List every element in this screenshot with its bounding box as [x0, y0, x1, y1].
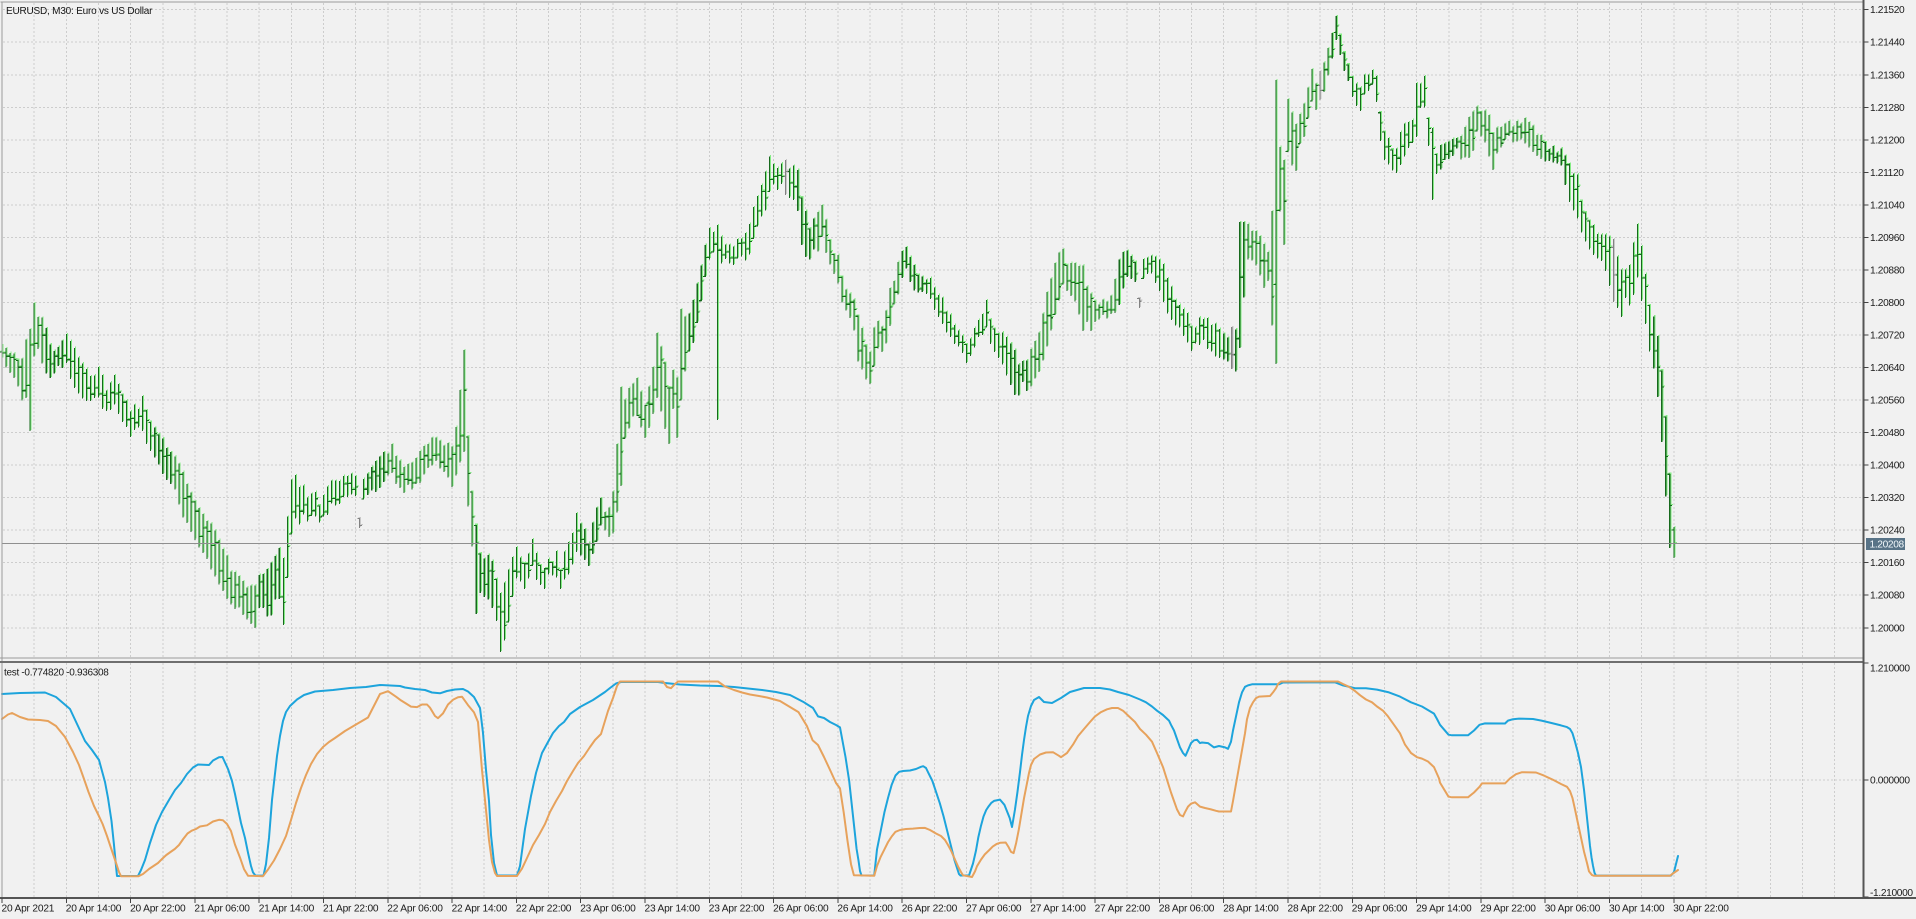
svg-text:27 Apr 14:00: 27 Apr 14:00: [1030, 904, 1086, 915]
svg-text:28 Apr 06:00: 28 Apr 06:00: [1159, 904, 1215, 915]
svg-text:1.20160: 1.20160: [1870, 558, 1905, 569]
svg-text:23 Apr 22:00: 23 Apr 22:00: [709, 904, 765, 915]
svg-text:20 Apr 22:00: 20 Apr 22:00: [130, 904, 186, 915]
svg-text:1.21520: 1.21520: [1870, 5, 1905, 16]
svg-text:26 Apr 22:00: 26 Apr 22:00: [902, 904, 958, 915]
svg-text:1.210000: 1.210000: [1870, 664, 1910, 675]
svg-text:26 Apr 14:00: 26 Apr 14:00: [837, 904, 893, 915]
svg-text:1.20720: 1.20720: [1870, 331, 1905, 342]
svg-text:test -0.774820 -0.936308: test -0.774820 -0.936308: [4, 668, 109, 679]
svg-text:20 Apr 14:00: 20 Apr 14:00: [66, 904, 122, 915]
svg-text:29 Apr 22:00: 29 Apr 22:00: [1480, 904, 1536, 915]
svg-text:1.20880: 1.20880: [1870, 265, 1905, 276]
svg-text:EURUSD, M30: Euro vs US Dolla: EURUSD, M30: Euro vs US Dollar: [6, 6, 153, 17]
svg-text:30 Apr 06:00: 30 Apr 06:00: [1545, 904, 1601, 915]
svg-text:20 Apr 2021: 20 Apr 2021: [2, 904, 55, 915]
svg-text:23 Apr 06:00: 23 Apr 06:00: [580, 904, 636, 915]
svg-text:1.20960: 1.20960: [1870, 233, 1905, 244]
svg-text:26 Apr 06:00: 26 Apr 06:00: [773, 904, 829, 915]
svg-text:1.21120: 1.21120: [1870, 168, 1904, 179]
svg-text:1.21200: 1.21200: [1870, 135, 1905, 146]
svg-text:29 Apr 06:00: 29 Apr 06:00: [1352, 904, 1408, 915]
svg-text:27 Apr 06:00: 27 Apr 06:00: [966, 904, 1022, 915]
svg-text:30 Apr 14:00: 30 Apr 14:00: [1609, 904, 1665, 915]
svg-text:1.20640: 1.20640: [1870, 363, 1905, 374]
svg-text:-1.210000: -1.210000: [1870, 888, 1913, 899]
svg-text:1.20560: 1.20560: [1870, 396, 1905, 407]
svg-text:28 Apr 14:00: 28 Apr 14:00: [1223, 904, 1279, 915]
svg-text:21 Apr 22:00: 21 Apr 22:00: [323, 904, 379, 915]
svg-text:0.000000: 0.000000: [1870, 776, 1910, 787]
svg-text:1.20480: 1.20480: [1870, 428, 1905, 439]
svg-text:22 Apr 06:00: 22 Apr 06:00: [387, 904, 443, 915]
svg-text:27 Apr 22:00: 27 Apr 22:00: [1095, 904, 1151, 915]
svg-text:1.20320: 1.20320: [1870, 493, 1905, 504]
svg-text:23 Apr 14:00: 23 Apr 14:00: [645, 904, 701, 915]
svg-text:21 Apr 14:00: 21 Apr 14:00: [259, 904, 315, 915]
svg-text:22 Apr 14:00: 22 Apr 14:00: [452, 904, 508, 915]
svg-text:28 Apr 22:00: 28 Apr 22:00: [1288, 904, 1344, 915]
svg-text:1.20240: 1.20240: [1870, 526, 1905, 537]
svg-text:1.20800: 1.20800: [1870, 298, 1905, 309]
svg-text:29 Apr 14:00: 29 Apr 14:00: [1416, 904, 1472, 915]
svg-text:1.20208: 1.20208: [1870, 539, 1905, 550]
svg-text:30 Apr 22:00: 30 Apr 22:00: [1673, 904, 1729, 915]
svg-text:1.21040: 1.21040: [1870, 200, 1905, 211]
svg-text:22 Apr 22:00: 22 Apr 22:00: [516, 904, 572, 915]
svg-text:1.20080: 1.20080: [1870, 591, 1905, 602]
svg-text:1.20400: 1.20400: [1870, 461, 1905, 472]
svg-text:21 Apr 06:00: 21 Apr 06:00: [194, 904, 250, 915]
svg-text:1.21440: 1.21440: [1870, 38, 1905, 49]
svg-text:1.20000: 1.20000: [1870, 623, 1905, 634]
svg-text:1.21280: 1.21280: [1870, 103, 1905, 114]
svg-text:1.21360: 1.21360: [1870, 70, 1905, 81]
